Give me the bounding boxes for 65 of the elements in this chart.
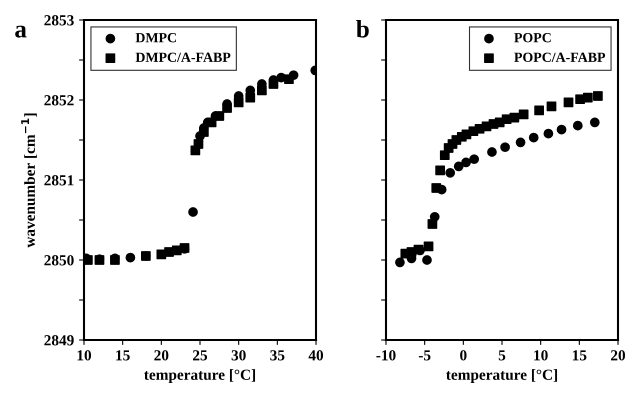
x-axis-title: temperature [°C] (144, 369, 256, 383)
x-tick-label: 15 (116, 350, 130, 360)
point (461, 158, 471, 168)
legend-label: DMPC/A-FABP (136, 52, 230, 62)
point (500, 142, 510, 152)
chart-title: b (356, 20, 369, 38)
point (431, 183, 442, 193)
point (454, 162, 464, 172)
point (395, 258, 405, 268)
point (268, 79, 278, 89)
legend-label: POPC/A-FABP (514, 52, 606, 62)
y-tick-label: 2853 (44, 15, 74, 26)
x-tick-label: 35 (270, 350, 284, 360)
point (544, 128, 554, 138)
y-tick-label: 2851 (44, 175, 74, 186)
point (206, 118, 216, 128)
point (572, 120, 583, 130)
point (487, 147, 497, 157)
point (590, 118, 600, 128)
point (234, 98, 244, 108)
point (445, 168, 456, 178)
point (556, 124, 566, 134)
y-tick-label: 2852 (44, 95, 74, 106)
point (516, 138, 526, 148)
y-axis-title: wavenumber [cm$^{−1}$] (21, 113, 37, 248)
y-tick-label: 2850 (44, 255, 74, 266)
chart-title: a (15, 26, 27, 38)
x-tick-label: 20 (611, 350, 626, 360)
x-tick-label: -5 (418, 350, 430, 360)
point (126, 252, 136, 262)
point (214, 111, 224, 121)
point (510, 112, 520, 122)
legend-label: DMPC (136, 33, 176, 42)
point (518, 110, 529, 120)
point (188, 207, 198, 217)
point (424, 242, 434, 252)
point (435, 166, 445, 176)
point (593, 91, 603, 101)
y-tick-label: 2849 (44, 335, 74, 346)
point (469, 154, 480, 164)
point (194, 139, 204, 149)
x-tick-label: 15 (572, 350, 586, 360)
x-tick-label: 10 (78, 350, 92, 360)
point (422, 255, 432, 265)
x-tick-label: 0 (460, 350, 467, 360)
point (428, 219, 438, 229)
point (546, 102, 556, 112)
x-tick-label: 30 (232, 350, 246, 360)
x-tick-label: 10 (534, 350, 548, 360)
point (528, 132, 539, 142)
x-axis-title: temperature [°C] (446, 369, 558, 383)
x-tick-label: 5 (498, 350, 506, 360)
point (245, 92, 256, 102)
point (582, 92, 593, 102)
point (564, 98, 574, 108)
x-tick-label: 25 (193, 350, 208, 360)
point (534, 106, 544, 116)
x-tick-label: -10 (376, 350, 396, 360)
point (257, 86, 267, 96)
x-tick-label: 40 (308, 350, 324, 360)
legend-label: POPC (514, 33, 551, 42)
x-tick-label: 20 (154, 350, 168, 360)
point (222, 103, 232, 113)
point (284, 74, 294, 84)
point (199, 127, 209, 137)
